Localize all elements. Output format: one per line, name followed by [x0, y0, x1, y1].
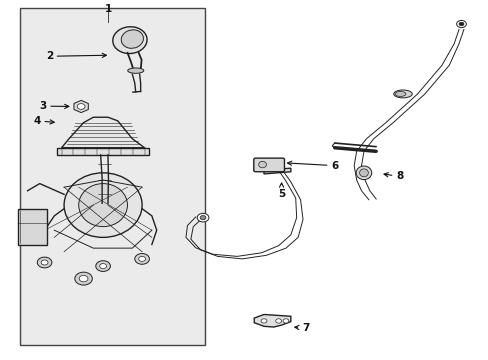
Circle shape: [283, 319, 288, 323]
Circle shape: [37, 257, 52, 268]
Polygon shape: [57, 148, 149, 155]
Text: 7: 7: [294, 323, 308, 333]
Ellipse shape: [359, 169, 367, 177]
Text: 8: 8: [383, 171, 403, 181]
Polygon shape: [61, 117, 144, 148]
Polygon shape: [264, 168, 290, 174]
Text: 4: 4: [34, 116, 54, 126]
Circle shape: [79, 275, 88, 282]
Ellipse shape: [394, 91, 405, 96]
Circle shape: [458, 22, 463, 26]
Ellipse shape: [121, 30, 143, 48]
Circle shape: [41, 260, 48, 265]
Bar: [20, 8, 205, 345]
Circle shape: [100, 264, 106, 269]
Text: 2: 2: [46, 51, 106, 61]
Circle shape: [75, 272, 92, 285]
Text: 6: 6: [287, 161, 338, 171]
Circle shape: [200, 216, 205, 220]
Text: 5: 5: [277, 183, 285, 199]
Circle shape: [135, 253, 149, 264]
Circle shape: [197, 213, 208, 222]
Ellipse shape: [258, 161, 266, 168]
Ellipse shape: [355, 166, 371, 180]
Circle shape: [139, 256, 145, 261]
Ellipse shape: [79, 184, 127, 226]
Ellipse shape: [64, 173, 142, 237]
Circle shape: [275, 319, 281, 323]
Circle shape: [77, 104, 85, 109]
Ellipse shape: [127, 68, 143, 73]
Circle shape: [456, 21, 466, 28]
Ellipse shape: [393, 90, 411, 98]
Text: 1: 1: [104, 4, 111, 14]
Polygon shape: [254, 315, 290, 327]
Circle shape: [96, 261, 110, 271]
Bar: [18, 209, 47, 244]
Circle shape: [261, 319, 266, 323]
Text: 3: 3: [40, 101, 69, 111]
Ellipse shape: [113, 27, 147, 54]
FancyBboxPatch shape: [253, 158, 284, 172]
